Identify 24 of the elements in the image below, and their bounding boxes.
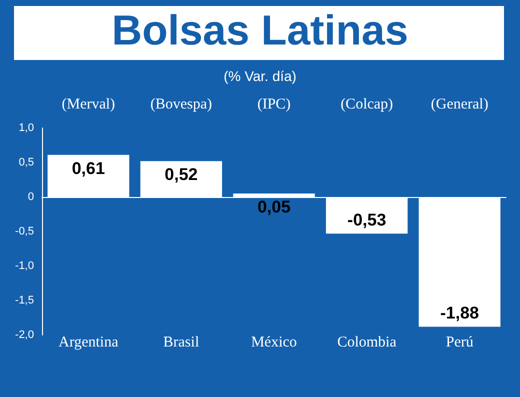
x-tick-label: Brasil xyxy=(163,334,200,350)
data-label: -0,53 xyxy=(347,210,386,230)
data-label: 0,05 xyxy=(257,198,291,217)
y-tick-label: 0 xyxy=(28,191,34,203)
x-tick-label: Colombia xyxy=(337,334,397,350)
y-tick-label: 1,0 xyxy=(18,122,34,134)
y-tick-label: -1,0 xyxy=(15,260,34,272)
x-tick-label: México xyxy=(251,334,297,350)
y-tick-label: 0,5 xyxy=(18,156,34,168)
chart-subtitle: (% Var. día) xyxy=(224,68,296,84)
x-tick-label: Perú xyxy=(446,334,474,350)
y-tick-label: -1,5 xyxy=(15,294,34,306)
data-label: -1,88 xyxy=(440,304,479,323)
chart-title: Bolsas Latinas xyxy=(112,6,408,54)
y-tick-label: -0,5 xyxy=(15,226,34,238)
data-label: 0,52 xyxy=(164,165,198,184)
y-tick-label: -2,0 xyxy=(15,329,34,341)
data-label: 0,61 xyxy=(72,158,105,178)
text: (Colcap) xyxy=(340,96,394,112)
x-tick-label: Argentina xyxy=(58,334,119,350)
text: (Bovespa) xyxy=(150,96,212,112)
text: (General) xyxy=(430,96,488,112)
text: (Merval) xyxy=(62,96,116,112)
text: (IPC) xyxy=(257,96,291,112)
